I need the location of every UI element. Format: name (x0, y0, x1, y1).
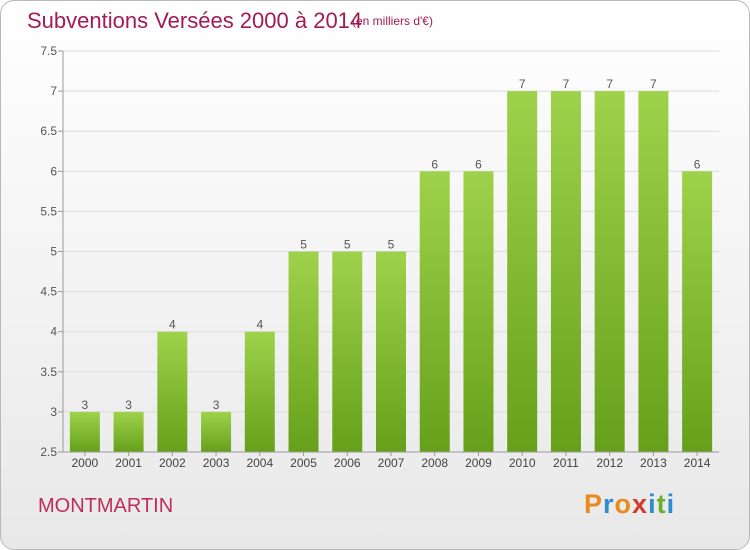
bar (332, 251, 363, 452)
bar (376, 251, 406, 452)
x-tick-label: 2004 (246, 456, 273, 470)
y-tick-label: 2.5 (40, 445, 57, 459)
bar-value-label: 3 (213, 398, 220, 412)
x-tick-label: 2013 (640, 456, 667, 470)
bar (638, 91, 669, 452)
bar (157, 331, 188, 452)
bar (594, 91, 625, 452)
x-tick-label: 2003 (203, 456, 230, 470)
y-tick-label: 7.5 (40, 44, 57, 58)
x-tick-label: 2005 (290, 456, 317, 470)
bar-value-label: 7 (519, 77, 526, 91)
bar (201, 411, 232, 452)
y-tick-label: 5 (50, 245, 57, 259)
x-tick-label: 2007 (378, 456, 405, 470)
logo-letter: i (648, 489, 657, 519)
bar (419, 171, 450, 453)
place-name: MONTMARTIN (38, 495, 174, 517)
chart-subtitle: (en milliers d'€) (352, 14, 433, 28)
bar (682, 171, 713, 453)
bar (113, 411, 144, 452)
bar-value-label: 7 (606, 77, 613, 91)
logo-letter: o (614, 489, 633, 519)
bar (244, 331, 275, 452)
axes (58, 50, 719, 456)
x-tick-label: 2012 (596, 456, 623, 470)
logo-letter: t (656, 489, 667, 519)
bar-value-label: 6 (431, 157, 438, 171)
bar-value-label: 7 (563, 77, 570, 91)
y-tick-label: 7 (50, 84, 57, 98)
y-tick-label: 4.5 (40, 285, 57, 299)
x-tick-label: 2001 (115, 456, 142, 470)
logo-letter: i (666, 489, 676, 519)
x-tick-label: 2008 (421, 456, 448, 470)
bar (463, 171, 494, 453)
chart-title: Subventions Versées 2000 à 2014 (27, 8, 363, 33)
x-tick-label: 2011 (553, 456, 579, 470)
bar-value-label: 6 (694, 157, 701, 171)
bar-value-label: 5 (344, 238, 351, 252)
bar-value-label: 5 (388, 238, 395, 252)
bar-value-label: 3 (125, 398, 132, 412)
bar-value-label: 7 (650, 77, 657, 91)
bar-value-label: 6 (475, 157, 482, 171)
labels: 2.5 3 3.5 4 4.5 5 5.5 6 6.5 7 7.5 3 2000 3 2001 4 2002 3 2… (40, 44, 710, 470)
y-tick-label: 6.5 (40, 124, 57, 138)
y-tick-label: 3 (50, 405, 57, 419)
x-tick-label: 2009 (465, 456, 492, 470)
x-tick-label: 2006 (334, 456, 361, 470)
x-tick-label: 2010 (509, 456, 536, 470)
bar (507, 91, 538, 452)
bar-value-label: 5 (300, 238, 307, 252)
y-tick-label: 5.5 (40, 204, 57, 218)
proxiti-logo[interactable]: Proxiti (584, 489, 675, 520)
bar (288, 251, 319, 452)
y-tick-label: 4 (50, 325, 57, 339)
bar-value-label: 3 (82, 398, 89, 412)
bar-value-label: 4 (256, 318, 263, 332)
bar (550, 91, 581, 452)
x-tick-label: 2014 (684, 456, 711, 470)
y-tick-label: 6 (50, 164, 57, 178)
logo-letter: r (603, 489, 615, 519)
x-tick-label: 2002 (159, 456, 186, 470)
bar (69, 411, 100, 452)
bar-value-label: 4 (169, 318, 176, 332)
logo-letter: x (632, 489, 649, 519)
y-tick-label: 3.5 (40, 365, 57, 379)
logo-letter: P (584, 489, 604, 519)
bars (69, 91, 713, 453)
x-tick-label: 2000 (72, 456, 99, 470)
